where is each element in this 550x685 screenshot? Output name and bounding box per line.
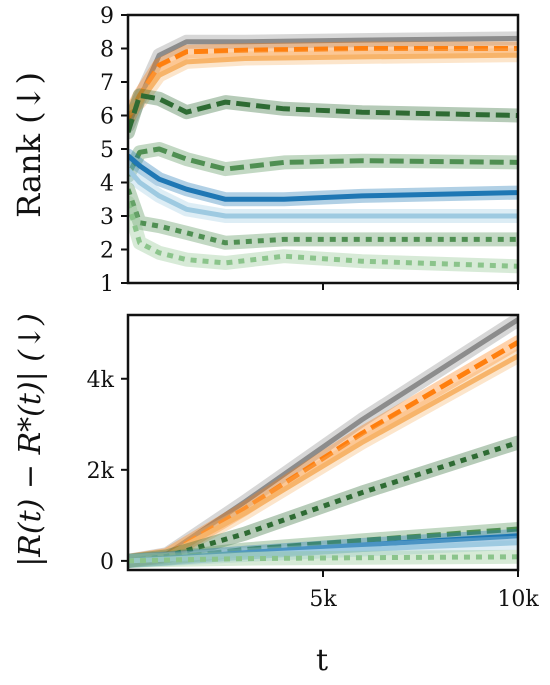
y-tick-label: 2 — [100, 239, 114, 264]
top-y-axis-label: Rank (↓) — [10, 72, 48, 218]
series-group — [128, 31, 518, 274]
y-tick-label: 9 — [100, 4, 114, 29]
bottom-panel: 0 2k 4k 5k 10k — [87, 313, 539, 612]
x-tick-label: 10k — [497, 587, 539, 612]
series-group — [128, 315, 518, 568]
x-axis-label: t — [316, 643, 328, 678]
series-line-8 — [128, 188, 518, 246]
series-line-8 — [128, 554, 518, 564]
y-tick-label: 6 — [100, 105, 114, 130]
series-line-2 — [128, 46, 518, 120]
y-tick-label: 3 — [100, 205, 114, 230]
series-line-6 — [128, 153, 518, 202]
y-tick-label: 0 — [100, 550, 114, 575]
x-tick-label: 5k — [309, 587, 337, 612]
bottom-y-axis-label: |R(t) − R*(t)| (↓) — [13, 313, 48, 567]
y-tick-label: 8 — [100, 38, 114, 63]
y-tick-label: 2k — [87, 459, 115, 484]
series-line-9 — [128, 201, 518, 269]
series-line-7 — [128, 167, 518, 219]
y-tick-label: 5 — [100, 138, 114, 163]
series-line-5 — [128, 146, 518, 177]
y-tick-label: 7 — [100, 71, 114, 96]
y-tick-label: 1 — [100, 272, 114, 297]
series-line-4 — [128, 92, 518, 134]
y-tick-label: 4 — [100, 172, 114, 197]
y-tick-label: 4k — [87, 368, 115, 393]
top-panel: 1 2 3 4 5 6 7 8 9 — [100, 4, 520, 297]
